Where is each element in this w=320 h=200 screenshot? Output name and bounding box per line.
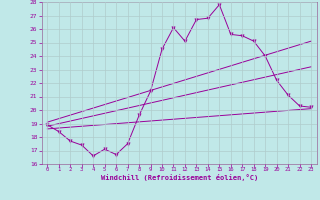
X-axis label: Windchill (Refroidissement éolien,°C): Windchill (Refroidissement éolien,°C)	[100, 174, 258, 181]
